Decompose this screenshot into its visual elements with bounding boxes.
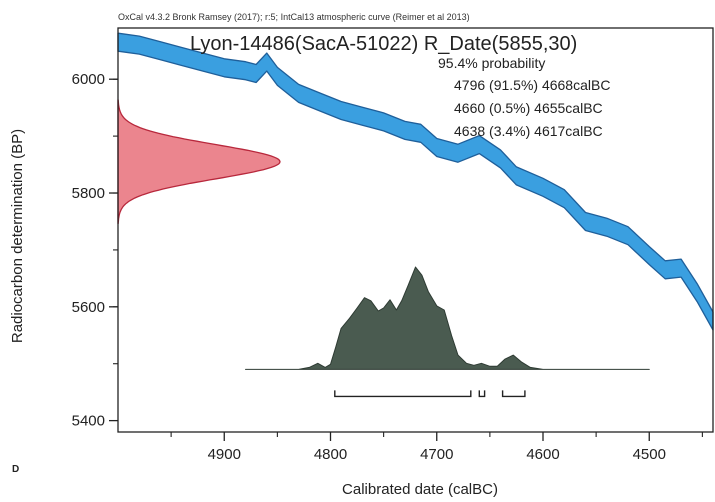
probability-label: 95.4% probability [438, 55, 545, 71]
probability-range-bar [478, 390, 486, 398]
x-tick-label: 4700 [420, 446, 453, 463]
panel-label: D [12, 464, 19, 475]
measurement-distribution [117, 99, 281, 224]
axes: 4900 4800 4700 4600 4500 6000 5800 5600 5400 [72, 27, 714, 463]
measurement-distribution-layer [117, 99, 281, 224]
y-tick-label: 5400 [72, 413, 105, 430]
range-label: 4660 (0.5%) 4655calBC [454, 100, 603, 116]
calibrated-distribution [245, 266, 650, 370]
y-tick-label: 5800 [72, 185, 105, 202]
x-tick-label: 4800 [314, 446, 347, 463]
chart-header: OxCal v4.3.2 Bronk Ramsey (2017); r:5; I… [118, 12, 470, 22]
chart-title: Lyon-14486(SacA-51022) R_Date(5855,30) [190, 33, 577, 55]
y-tick-label: 6000 [72, 71, 105, 88]
probability-range-bar [501, 390, 526, 398]
x-tick-label: 4600 [526, 446, 559, 463]
x-tick-label: 4900 [208, 446, 241, 463]
probability-range-bar [334, 390, 472, 398]
range-label: 4638 (3.4%) 4617calBC [454, 123, 603, 139]
y-axis-label: Radiocarbon determination (BP) [9, 129, 26, 343]
probability-range-bars [334, 390, 526, 398]
x-tick-label: 4500 [633, 446, 666, 463]
x-axis-label: Calibrated date (calBC) [342, 481, 498, 498]
plot-frame [117, 27, 714, 433]
range-label: 4796 (91.5%) 4668calBC [454, 77, 610, 93]
y-tick-label: 5600 [72, 299, 105, 316]
calibrated-distribution-layer [245, 266, 650, 370]
